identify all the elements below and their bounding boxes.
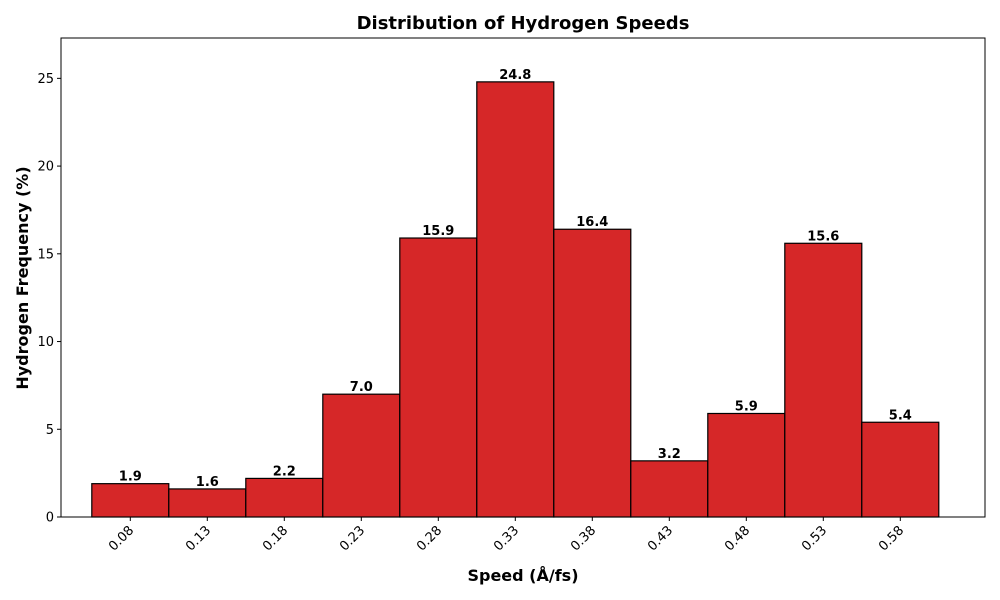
x-tick-label: 0.48 [722,523,753,554]
y-axis-label: Hydrogen Frequency (%) [13,166,32,389]
y-tick-label: 0 [46,511,54,526]
bar-0.38 [553,228,632,518]
bar-0.53 [784,242,863,518]
bar-0.13 [168,488,247,518]
bar-0.23 [322,393,401,518]
x-tick-label: 0.08 [106,523,137,554]
y-tick-label: 20 [37,160,54,175]
plot-area: 1.9 1.6 2.2 7.0 15.9 24.8 16.4 3.2 5.9 15.6 5.4 0 5 1… [37,37,986,554]
data-label-0.48: 5.9 [735,399,758,414]
x-tick-label: 0.13 [183,523,214,554]
y-tick-label: 15 [37,247,54,262]
bar-0.18 [245,477,324,518]
x-tick-label: 0.43 [645,523,676,554]
y-axis-ticks: 0 5 10 15 20 25 [37,72,61,526]
data-label-0.28: 15.9 [422,224,454,239]
bar-0.28 [399,237,478,518]
data-label-0.13: 1.6 [196,475,219,490]
bar-0.58 [861,421,940,518]
bar-0.48 [707,412,786,518]
bar-0.08 [91,483,170,518]
x-tick-label: 0.58 [876,523,907,554]
data-label-0.18: 2.2 [273,464,296,479]
y-tick-label: 5 [46,423,54,438]
x-tick-label: 0.53 [799,523,830,554]
data-label-0.58: 5.4 [889,408,912,423]
y-tick-label: 25 [37,72,54,87]
data-labels-group: 1.9 1.6 2.2 7.0 15.9 24.8 16.4 3.2 5.9 15.6 5.4 [119,68,912,490]
x-axis-label: Speed (Å/fs) [467,566,578,585]
x-tick-label: 0.28 [414,523,445,554]
x-tick-label: 0.18 [260,523,291,554]
data-label-0.38: 16.4 [576,215,608,230]
data-label-0.43: 3.2 [658,447,681,462]
bar-0.33 [476,81,555,518]
y-tick-label: 10 [37,335,54,350]
x-axis-ticks: 0.08 0.13 0.18 0.23 0.28 0.33 0.38 0.43 0.48 0.53… [106,517,907,554]
data-label-0.33: 24.8 [499,68,531,83]
x-tick-label: 0.23 [337,523,368,554]
chart-title: Distribution of Hydrogen Speeds [357,13,690,34]
axes-frame [60,37,986,518]
bar-0.43 [630,460,709,518]
x-tick-label: 0.38 [568,523,599,554]
data-label-0.53: 15.6 [807,229,839,244]
data-label-0.23: 7.0 [350,380,373,395]
x-tick-label: 0.33 [491,523,522,554]
data-label-0.08: 1.9 [119,470,142,485]
bars-group [91,81,940,518]
